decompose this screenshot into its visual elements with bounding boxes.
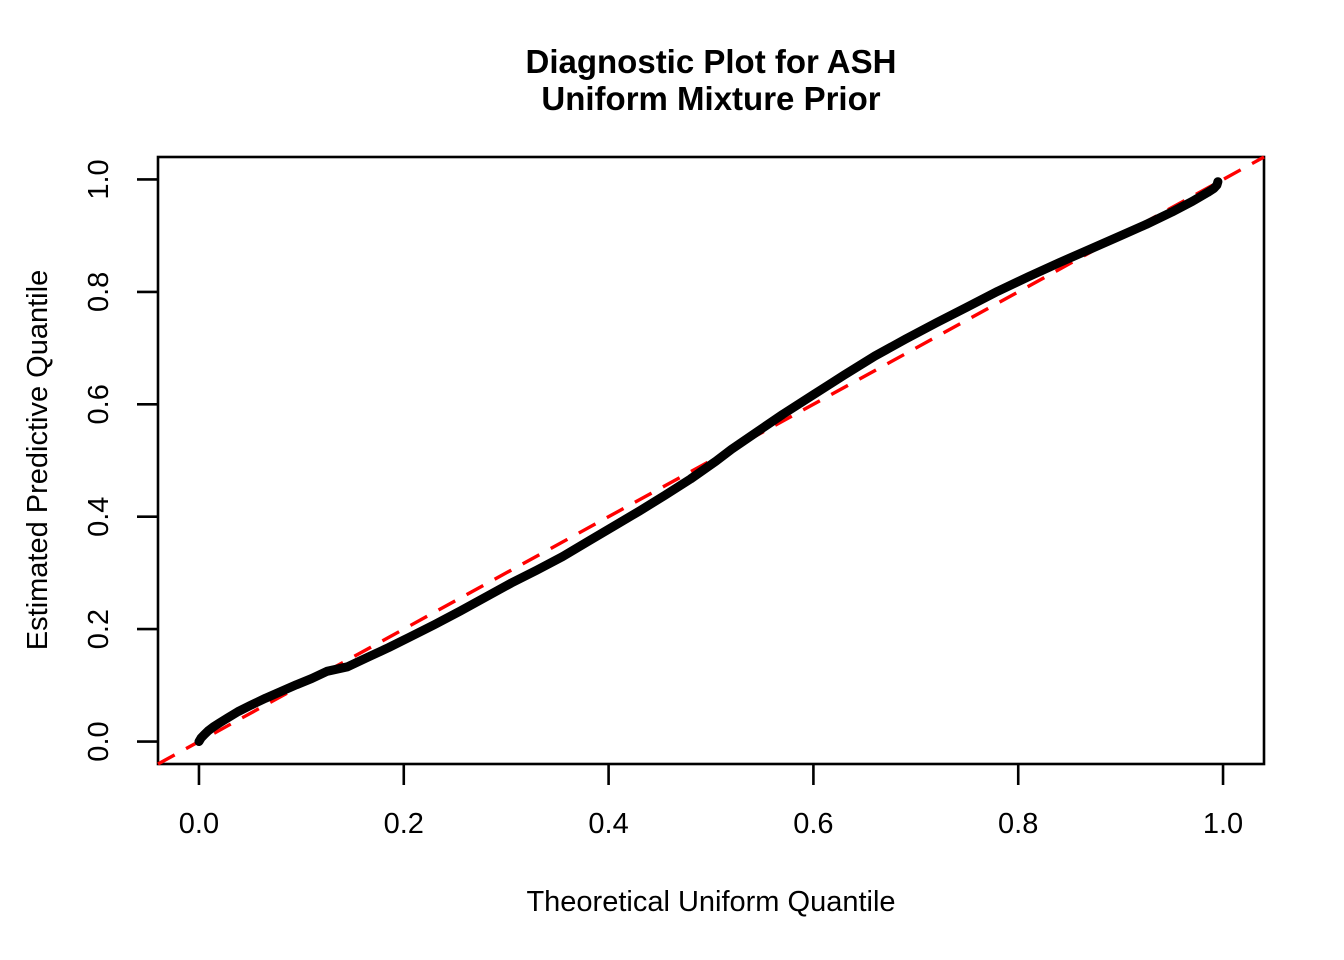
x-tick-0.4-label: 0.4 bbox=[588, 808, 628, 840]
y-tick-0.8-label: 0.8 bbox=[83, 272, 115, 312]
y-axis-ticks: 0.0 0.2 0.4 0.6 0.8 1.0 bbox=[83, 159, 158, 762]
y-tick-1.0-label: 1.0 bbox=[83, 159, 115, 199]
y-tick-0.6-label: 0.6 bbox=[83, 384, 115, 424]
y-axis-title: Estimated Predictive Quantile bbox=[22, 270, 54, 650]
x-tick-0.0-label: 0.0 bbox=[179, 808, 219, 840]
plot-title-line2: Uniform Mixture Prior bbox=[541, 80, 880, 117]
x-axis-ticks: 0.0 0.2 0.4 0.6 0.8 1.0 bbox=[179, 764, 1243, 840]
qq-curve bbox=[194, 177, 1223, 746]
x-tick-0.8-label: 0.8 bbox=[998, 808, 1038, 840]
x-tick-1.0-label: 1.0 bbox=[1203, 808, 1243, 840]
x-tick-0.6-label: 0.6 bbox=[793, 808, 833, 840]
plot-border bbox=[156, 155, 1266, 766]
y-tick-0.2-label: 0.2 bbox=[83, 609, 115, 649]
x-axis-title: Theoretical Uniform Quantile bbox=[526, 886, 895, 918]
y-tick-0.0-label: 0.0 bbox=[83, 721, 115, 761]
plot-title-line1: Diagnostic Plot for ASH bbox=[526, 43, 897, 80]
x-tick-0.2-label: 0.2 bbox=[384, 808, 424, 840]
y-tick-0.4-label: 0.4 bbox=[83, 497, 115, 537]
plot-title: Diagnostic Plot for ASH Uniform Mixture … bbox=[526, 43, 897, 117]
reference-line bbox=[157, 155, 1265, 766]
